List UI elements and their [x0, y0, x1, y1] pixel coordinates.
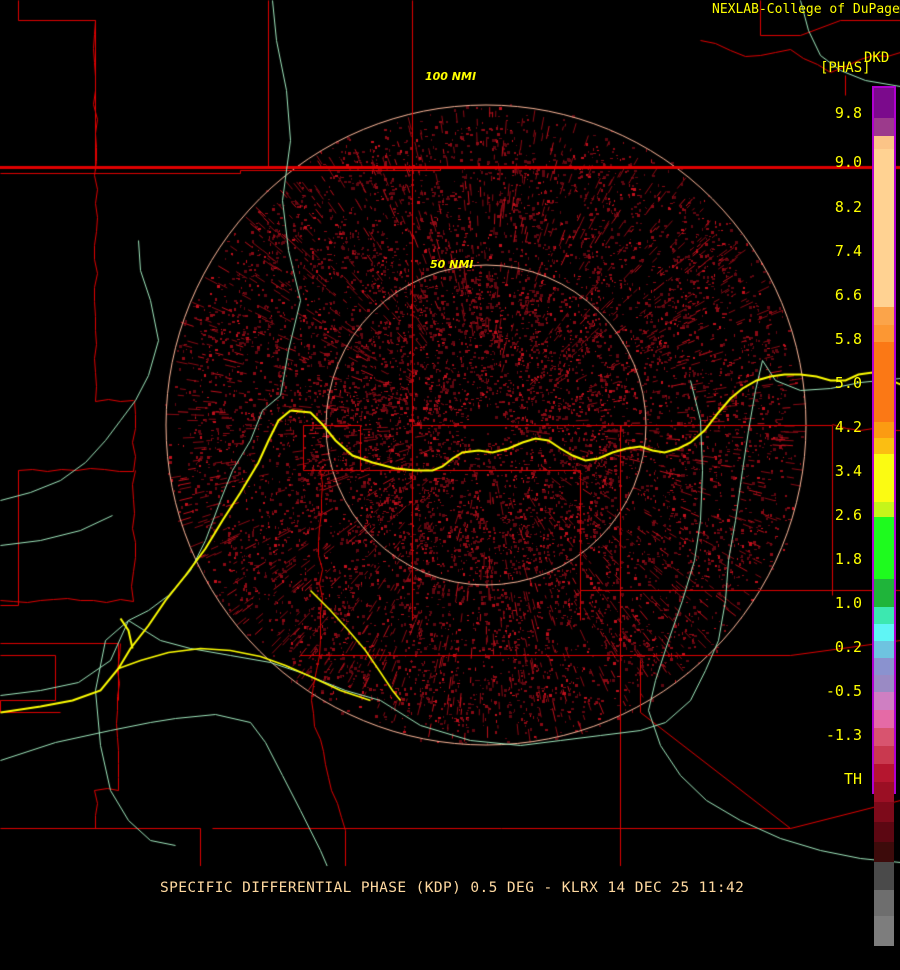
colorbar-tick-9: 2.6: [800, 506, 862, 524]
colorbar-band-30: [874, 946, 894, 970]
colorbar-tick-14: -1.3: [800, 726, 862, 744]
colorbar-band-10: [874, 502, 894, 517]
colorbar-band-19: [874, 710, 894, 728]
colorbar-band-0: [874, 88, 894, 118]
colorbar-band-2: [874, 136, 894, 149]
colorbar-band-20: [874, 728, 894, 746]
colorbar-tick-2: 8.2: [800, 198, 862, 216]
colorbar-tick-7: 4.2: [800, 418, 862, 436]
colorbar-band-25: [874, 822, 894, 842]
colorbar-band-15: [874, 641, 894, 658]
radar-map-canvas[interactable]: [0, 0, 900, 900]
colorbar-tick-4: 6.6: [800, 286, 862, 304]
colorbar-band-29: [874, 916, 894, 946]
colorbar-band-21: [874, 746, 894, 764]
colorbar-tick-15: TH: [800, 770, 862, 788]
radar-display: NEXLAB-College of DuPage◨ DKD [PHAS] 100…: [0, 0, 900, 900]
colorbar-band-7: [874, 422, 894, 438]
colorbar-band-14: [874, 624, 894, 641]
product-caption: SPECIFIC DIFFERENTIAL PHASE (KDP) 0.5 DE…: [160, 880, 744, 896]
colorbar-band-24: [874, 802, 894, 822]
colorbar-band-1: [874, 118, 894, 136]
colorbar-band-11: [874, 517, 894, 579]
colorbar-gradient: [872, 86, 896, 794]
colorbar-tick-10: 1.8: [800, 550, 862, 568]
colorbar-band-9: [874, 454, 894, 502]
colorbar-band-18: [874, 692, 894, 710]
colorbar-band-28: [874, 890, 894, 916]
colorbar-band-17: [874, 675, 894, 692]
colorbar-band-23: [874, 782, 894, 802]
colorbar-tick-12: 0.2: [800, 638, 862, 656]
colorbar-tick-1: 9.0: [800, 153, 862, 171]
colorbar-tick-6: 5.0: [800, 374, 862, 392]
colorbar-band-8: [874, 438, 894, 454]
colorbar-band-3: [874, 149, 894, 307]
colorbar-tick-0: 9.8: [800, 104, 862, 122]
range-ring-label-50nmi: 50 NMI: [430, 258, 473, 271]
colorbar-band-12: [874, 579, 894, 607]
colorbar-tick-8: 3.4: [800, 462, 862, 480]
colorbar-band-4: [874, 307, 894, 325]
colorbar-band-26: [874, 842, 894, 862]
branding-text: NEXLAB-College of DuPage: [712, 2, 900, 17]
colorbar-tick-11: 1.0: [800, 594, 862, 612]
colorbar-band-13: [874, 607, 894, 624]
colorbar-tick-5: 5.8: [800, 330, 862, 348]
range-ring-label-100nmi: 100 NMI: [425, 70, 476, 83]
colorbar-band-5: [874, 325, 894, 342]
colorbar-tick-13: -0.5: [800, 682, 862, 700]
colorbar-band-6: [874, 342, 894, 422]
colorbar-band-22: [874, 764, 894, 782]
colorbar-band-16: [874, 658, 894, 675]
colorbar-legend[interactable]: [872, 86, 896, 794]
colorbar-band-27: [874, 862, 894, 890]
product-units-label: [PHAS]: [820, 60, 871, 76]
nexlab-branding: NEXLAB-College of DuPage◨: [712, 2, 900, 17]
colorbar-tick-3: 7.4: [800, 242, 862, 260]
